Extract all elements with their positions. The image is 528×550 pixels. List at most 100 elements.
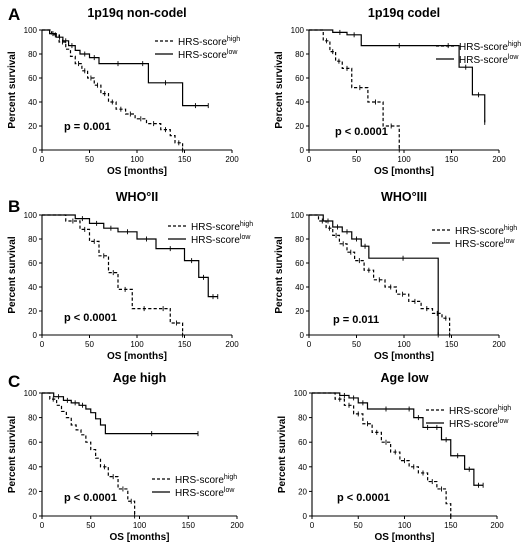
y-axis-label: Percent survival bbox=[274, 51, 285, 128]
x-tick-label: 150 bbox=[445, 340, 459, 349]
y-tick-label: 0 bbox=[33, 331, 38, 340]
survival-curve-high bbox=[42, 214, 184, 335]
survival-curve-high bbox=[42, 29, 184, 150]
panel-letter-c: C bbox=[8, 372, 20, 391]
chart-title: Age high bbox=[113, 371, 166, 385]
y-tick-label: 20 bbox=[28, 487, 37, 496]
y-tick-label: 80 bbox=[28, 235, 37, 244]
x-tick-label: 200 bbox=[492, 340, 506, 349]
y-axis-label: Percent survival bbox=[277, 416, 288, 493]
legend-label-low: HRS-scorelow bbox=[455, 238, 515, 250]
x-tick-label: 150 bbox=[178, 155, 192, 164]
y-tick-label: 60 bbox=[28, 74, 37, 83]
y-tick-label: 80 bbox=[28, 50, 37, 59]
p-value: p = 0.011 bbox=[333, 314, 379, 326]
y-axis-label: Percent survival bbox=[7, 236, 18, 313]
x-tick-label: 100 bbox=[397, 155, 411, 164]
y-tick-label: 0 bbox=[33, 512, 38, 521]
y-tick-label: 60 bbox=[295, 74, 304, 83]
x-tick-label: 0 bbox=[40, 521, 45, 530]
y-tick-label: 60 bbox=[295, 259, 304, 268]
chart-3: WHO°II 0 20 40 60 80 100 0 50 100 150 200 OS [months… bbox=[7, 190, 253, 362]
survival-curve-low bbox=[42, 214, 218, 298]
y-tick-label: 0 bbox=[303, 512, 308, 521]
x-tick-label: 150 bbox=[182, 521, 196, 530]
y-tick-label: 40 bbox=[295, 283, 304, 292]
y-tick-label: 60 bbox=[28, 259, 37, 268]
chart-title: WHO°III bbox=[381, 190, 427, 204]
y-axis-label: Percent survival bbox=[274, 236, 285, 313]
y-tick-label: 80 bbox=[295, 235, 304, 244]
x-axis-label: OS [months] bbox=[107, 351, 167, 362]
survival-curve-high bbox=[42, 392, 136, 516]
y-tick-label: 100 bbox=[24, 389, 38, 398]
x-tick-label: 50 bbox=[352, 340, 361, 349]
legend-label-high: HRS-scorehigh bbox=[191, 221, 253, 233]
y-tick-label: 80 bbox=[295, 50, 304, 59]
survival-curve-low bbox=[42, 392, 198, 435]
chart-1: 1p19q non-codel 0 20 40 60 80 100 0 50 100 150 200 O… bbox=[7, 6, 240, 177]
x-tick-label: 100 bbox=[130, 155, 144, 164]
chart-title: 1p19q codel bbox=[368, 6, 440, 20]
y-tick-label: 0 bbox=[300, 331, 305, 340]
legend-label-high: HRS-scorehigh bbox=[175, 474, 237, 486]
y-tick-label: 40 bbox=[295, 98, 304, 107]
legend-label-low: HRS-scorelow bbox=[178, 49, 238, 61]
legend-label-high: HRS-scorehigh bbox=[459, 41, 521, 53]
y-tick-label: 20 bbox=[28, 122, 37, 131]
y-tick-label: 80 bbox=[28, 414, 37, 423]
x-tick-label: 150 bbox=[444, 521, 458, 530]
x-tick-label: 50 bbox=[352, 155, 361, 164]
p-value: p < 0.0001 bbox=[335, 126, 388, 138]
x-tick-label: 200 bbox=[225, 340, 239, 349]
x-axis-label: OS [months] bbox=[374, 166, 434, 177]
x-tick-label: 50 bbox=[354, 521, 363, 530]
p-value: p < 0.0001 bbox=[64, 312, 117, 324]
y-tick-label: 100 bbox=[291, 26, 305, 35]
x-axis-label: OS [months] bbox=[107, 166, 167, 177]
x-tick-label: 100 bbox=[130, 340, 144, 349]
x-axis-label: OS [months] bbox=[110, 532, 170, 543]
chart-6: Age low 0 20 40 60 80 100 0 50 100 150 200 OS [month… bbox=[277, 371, 511, 543]
y-tick-label: 40 bbox=[28, 98, 37, 107]
y-tick-label: 60 bbox=[28, 438, 37, 447]
x-tick-label: 50 bbox=[85, 155, 94, 164]
p-value: p = 0.001 bbox=[64, 121, 111, 133]
x-tick-label: 200 bbox=[225, 155, 239, 164]
legend-label-low: HRS-scorelow bbox=[449, 418, 509, 430]
x-tick-label: 100 bbox=[398, 521, 412, 530]
chart-2: 1p19q codel 0 20 40 60 80 100 0 50 100 150 200 OS [m… bbox=[274, 6, 521, 177]
x-tick-label: 0 bbox=[40, 155, 45, 164]
survival-curve-high bbox=[309, 214, 451, 335]
legend-label-high: HRS-scorehigh bbox=[455, 225, 517, 237]
y-tick-label: 40 bbox=[28, 283, 37, 292]
x-tick-label: 200 bbox=[492, 155, 506, 164]
x-axis-label: OS [months] bbox=[374, 351, 434, 362]
x-tick-label: 0 bbox=[40, 340, 45, 349]
y-tick-label: 100 bbox=[24, 211, 38, 220]
chart-title: WHO°II bbox=[116, 190, 159, 204]
y-tick-label: 60 bbox=[298, 438, 307, 447]
y-tick-label: 80 bbox=[298, 414, 307, 423]
x-tick-label: 150 bbox=[445, 155, 459, 164]
x-tick-label: 200 bbox=[230, 521, 244, 530]
y-tick-label: 0 bbox=[33, 146, 38, 155]
legend-label-low: HRS-scorelow bbox=[191, 234, 251, 246]
y-axis-label: Percent survival bbox=[7, 416, 18, 493]
y-tick-label: 20 bbox=[295, 307, 304, 316]
x-tick-label: 0 bbox=[307, 155, 312, 164]
panel-letter-b: B bbox=[8, 197, 20, 216]
legend-label-high: HRS-scorehigh bbox=[449, 405, 511, 417]
survival-curve-high bbox=[312, 392, 452, 516]
x-tick-label: 100 bbox=[397, 340, 411, 349]
y-tick-label: 100 bbox=[294, 389, 308, 398]
y-tick-label: 40 bbox=[298, 463, 307, 472]
y-tick-label: 40 bbox=[28, 463, 37, 472]
legend-label-low: HRS-scorelow bbox=[175, 487, 235, 499]
